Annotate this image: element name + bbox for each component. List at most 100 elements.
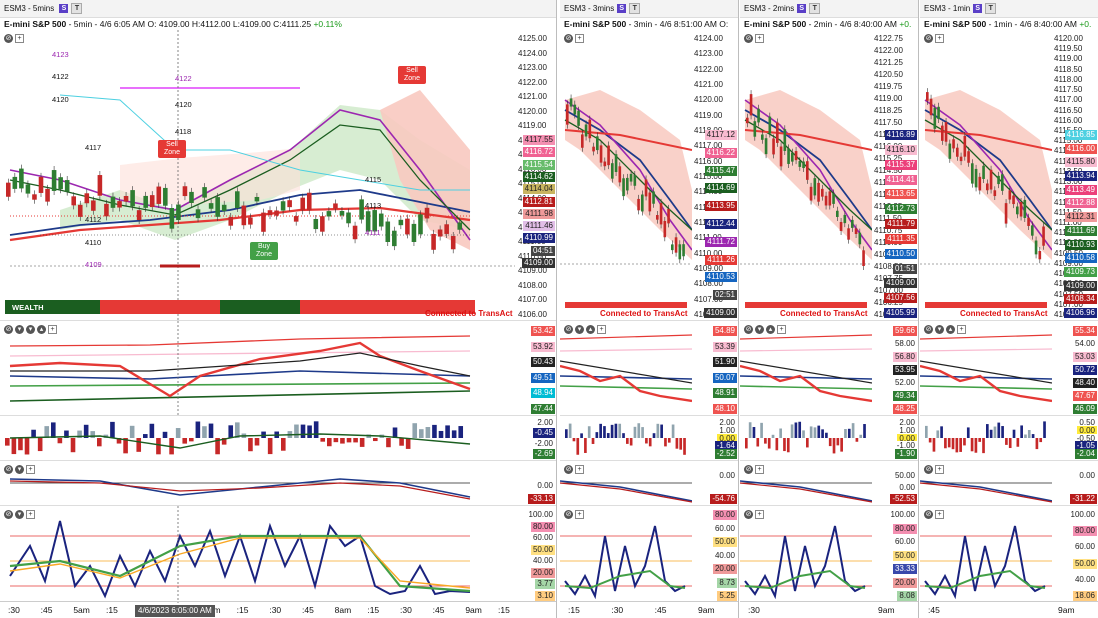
settings-icon[interactable]: ⊘ — [744, 510, 753, 519]
settings-icon[interactable]: ⊘ — [564, 510, 573, 519]
add-icon[interactable]: + — [935, 465, 944, 474]
settings-icon[interactable]: ⊘ — [564, 325, 573, 334]
oscillator-pane-2[interactable]: 2.00 1.00 0.00 -1.00 -1.90 — [740, 415, 918, 461]
time-axis[interactable]: :30 9am — [740, 601, 918, 618]
s-badge-icon[interactable]: S — [59, 4, 69, 14]
ema-purple-line — [9, 109, 471, 241]
oscillator-pane-3[interactable]: ⊘ + 0.00 -31.22 — [920, 460, 1098, 506]
oscillator-pane-4[interactable]: ⊘ + 100.00 80.00 60.00 50.00 33.33 20.00 8.08 — [740, 505, 918, 603]
chart-tab[interactable]: ESM3 - 2mins S T — [740, 0, 918, 18]
up-icon[interactable]: ▴ — [946, 325, 955, 334]
price-pane[interactable]: ⊘ + Connected to TransAct 4120.00 4119.50 4… — [920, 30, 1098, 320]
time-axis[interactable]: :45 9am — [920, 601, 1098, 618]
price-axis[interactable]: 4124.00 4123.00 4122.00 4121.00 4120.00 4119.… — [692, 30, 738, 320]
add-icon[interactable]: + — [755, 510, 764, 519]
remove-icon[interactable]: ▾ — [755, 325, 764, 334]
price-axis[interactable]: 4120.00 4119.50 4119.00 4118.50 4118.00 4117.… — [1052, 30, 1098, 320]
s-badge-icon[interactable]: S — [797, 4, 807, 14]
price-pane[interactable]: ⊘ + Connected to TransAct 4124.00 4123.00 4… — [560, 30, 738, 320]
oscillator-pane-4[interactable]: ⊘ + 80.00 60.00 50.00 40.00 20.00 8.73 5.25 — [560, 505, 738, 603]
add-icon[interactable]: + — [26, 510, 35, 519]
add-icon[interactable]: + — [575, 465, 584, 474]
settings-icon[interactable]: ⊘ — [924, 325, 933, 334]
oscillator-pane-3[interactable]: ⊘ + 50.00 0.00 -52.53 — [740, 460, 918, 506]
oscillator-pane-4[interactable]: ⊘ ▾ + 100.00 80.00 60.00 50.00 40.00 20.00 3.77 3… — [0, 505, 556, 603]
pane-add-icon[interactable]: + — [575, 34, 584, 43]
price-axis[interactable]: 4122.75 4122.00 4121.25 4120.50 4119.75 4119.… — [872, 30, 918, 320]
up-icon[interactable]: ▴ — [586, 325, 595, 334]
histogram-bar — [932, 438, 936, 452]
remove-icon[interactable]: ▾ — [15, 510, 24, 519]
t-badge-icon[interactable]: T — [809, 3, 821, 15]
oscillator-pane-1[interactable]: ⊘ ▾ ▾ ▴ + 53.42 53.92 50.43 49.51 48.94 47.44 — [0, 320, 556, 416]
remove-icon[interactable]: ▾ — [15, 325, 24, 334]
settings-icon[interactable]: ⊘ — [4, 325, 13, 334]
pane-add-icon[interactable]: + — [15, 34, 24, 43]
price-plot[interactable] — [560, 30, 692, 320]
oscillator-pane-2[interactable]: 0.50 0.00 -0.50 -1.05 -2.04 — [920, 415, 1098, 461]
down-icon[interactable]: ▾ — [26, 325, 35, 334]
settings-icon[interactable]: ⊘ — [924, 510, 933, 519]
time-axis[interactable]: :15:30:45 9am — [560, 601, 738, 618]
chart-1min[interactable]: ESM3 - 1min S T E-mini S&P 500 - 1min - 4/… — [920, 0, 1098, 618]
t-badge-icon[interactable]: T — [71, 3, 83, 15]
ema-red-line — [564, 129, 692, 151]
s-badge-icon[interactable]: S — [973, 4, 983, 14]
pane-add-icon[interactable]: + — [755, 34, 764, 43]
s-badge-icon[interactable]: S — [617, 4, 627, 14]
oscillator-pane-1[interactable]: ⊘ ▾ ▴ + 55.34 54.00 53.03 50.72 48.40 47.67 46.09 — [920, 320, 1098, 416]
value-tag: 51.90 — [712, 357, 737, 368]
price-plot[interactable] — [740, 30, 872, 320]
histogram-bar — [993, 426, 997, 438]
chart-tab[interactable]: ESM3 - 1min S T — [920, 0, 1098, 18]
chart-3min[interactable]: ESM3 - 3mins S T E-mini S&P 500 - 3min - 4… — [560, 0, 739, 618]
pane-settings-icon[interactable]: ⊘ — [4, 34, 13, 43]
add-icon[interactable]: + — [26, 465, 35, 474]
oscillator-pane-1[interactable]: ⊘ ▾ ▴ + 59.66 58.00 56.80 53.95 52.00 49.34 48.25 — [740, 320, 918, 416]
pane-add-icon[interactable]: + — [935, 34, 944, 43]
add-icon[interactable]: + — [935, 510, 944, 519]
settings-icon[interactable]: ⊘ — [564, 465, 573, 474]
settings-icon[interactable]: ⊘ — [924, 465, 933, 474]
settings-icon[interactable]: ⊘ — [744, 465, 753, 474]
histogram-bar — [771, 434, 775, 438]
settings-icon[interactable]: ⊘ — [744, 325, 753, 334]
pane-settings-icon[interactable]: ⊘ — [744, 34, 753, 43]
oscillator-pane-3[interactable]: ⊘ ▾ + 0.00 -33.13 — [0, 460, 556, 506]
t-badge-icon[interactable]: T — [985, 3, 997, 15]
add-icon[interactable]: + — [755, 465, 764, 474]
pane-settings-icon[interactable]: ⊘ — [564, 34, 573, 43]
chart-2min[interactable]: ESM3 - 2mins S T E-mini S&P 500 - 2min - 4… — [740, 0, 919, 618]
remove-icon[interactable]: ▾ — [575, 325, 584, 334]
chart-tab[interactable]: ESM3 - 3mins S T — [560, 0, 738, 18]
add-icon[interactable]: + — [48, 325, 57, 334]
add-icon[interactable]: + — [957, 325, 966, 334]
oscillator-pane-2[interactable]: 2.00 -0.45 -2.00 -2.69 — [0, 415, 556, 461]
add-icon[interactable]: + — [597, 325, 606, 334]
pane-settings-icon[interactable]: ⊘ — [924, 34, 933, 43]
price-pane[interactable]: ⊘ + Connected to TransAct 4122.75 4122.00 4… — [740, 30, 918, 320]
remove-icon[interactable]: ▾ — [15, 465, 24, 474]
price-axis[interactable]: 4125.00 4124.00 4123.00 4122.00 4121.00 4120.… — [516, 30, 556, 320]
oscillator-pane-2[interactable]: 2.00 1.00 0.00 -1.64 -2.52 — [560, 415, 738, 461]
remove-icon[interactable]: ▾ — [935, 325, 944, 334]
price-plot[interactable] — [920, 30, 1052, 320]
up-icon[interactable]: ▴ — [766, 325, 775, 334]
time-axis[interactable]: :30:455am:15:30:457am:15:30:458am:15:30:… — [0, 601, 556, 618]
settings-icon[interactable]: ⊘ — [4, 465, 13, 474]
price-pane[interactable]: ⊘ + 4123 4122 4120 — [0, 30, 556, 320]
add-icon[interactable]: + — [575, 510, 584, 519]
price-plot[interactable] — [0, 30, 515, 320]
candle — [287, 200, 292, 208]
t-badge-icon[interactable]: T — [629, 3, 641, 15]
oscillator-pane-3[interactable]: ⊘ + 0.00 -54.76 — [560, 460, 738, 506]
up-icon[interactable]: ▴ — [37, 325, 46, 334]
oscillator-pane-1[interactable]: ⊘ ▾ ▴ + 54.89 53.39 51.90 50.07 48.91 48.10 — [560, 320, 738, 416]
settings-icon[interactable]: ⊘ — [4, 510, 13, 519]
oscillator-pane-4[interactable]: ⊘ + 100.00 80.00 60.00 50.00 40.00 18.06 — [920, 505, 1098, 603]
add-icon[interactable]: + — [777, 325, 786, 334]
candle — [267, 210, 273, 216]
histogram-bar — [136, 438, 142, 452]
